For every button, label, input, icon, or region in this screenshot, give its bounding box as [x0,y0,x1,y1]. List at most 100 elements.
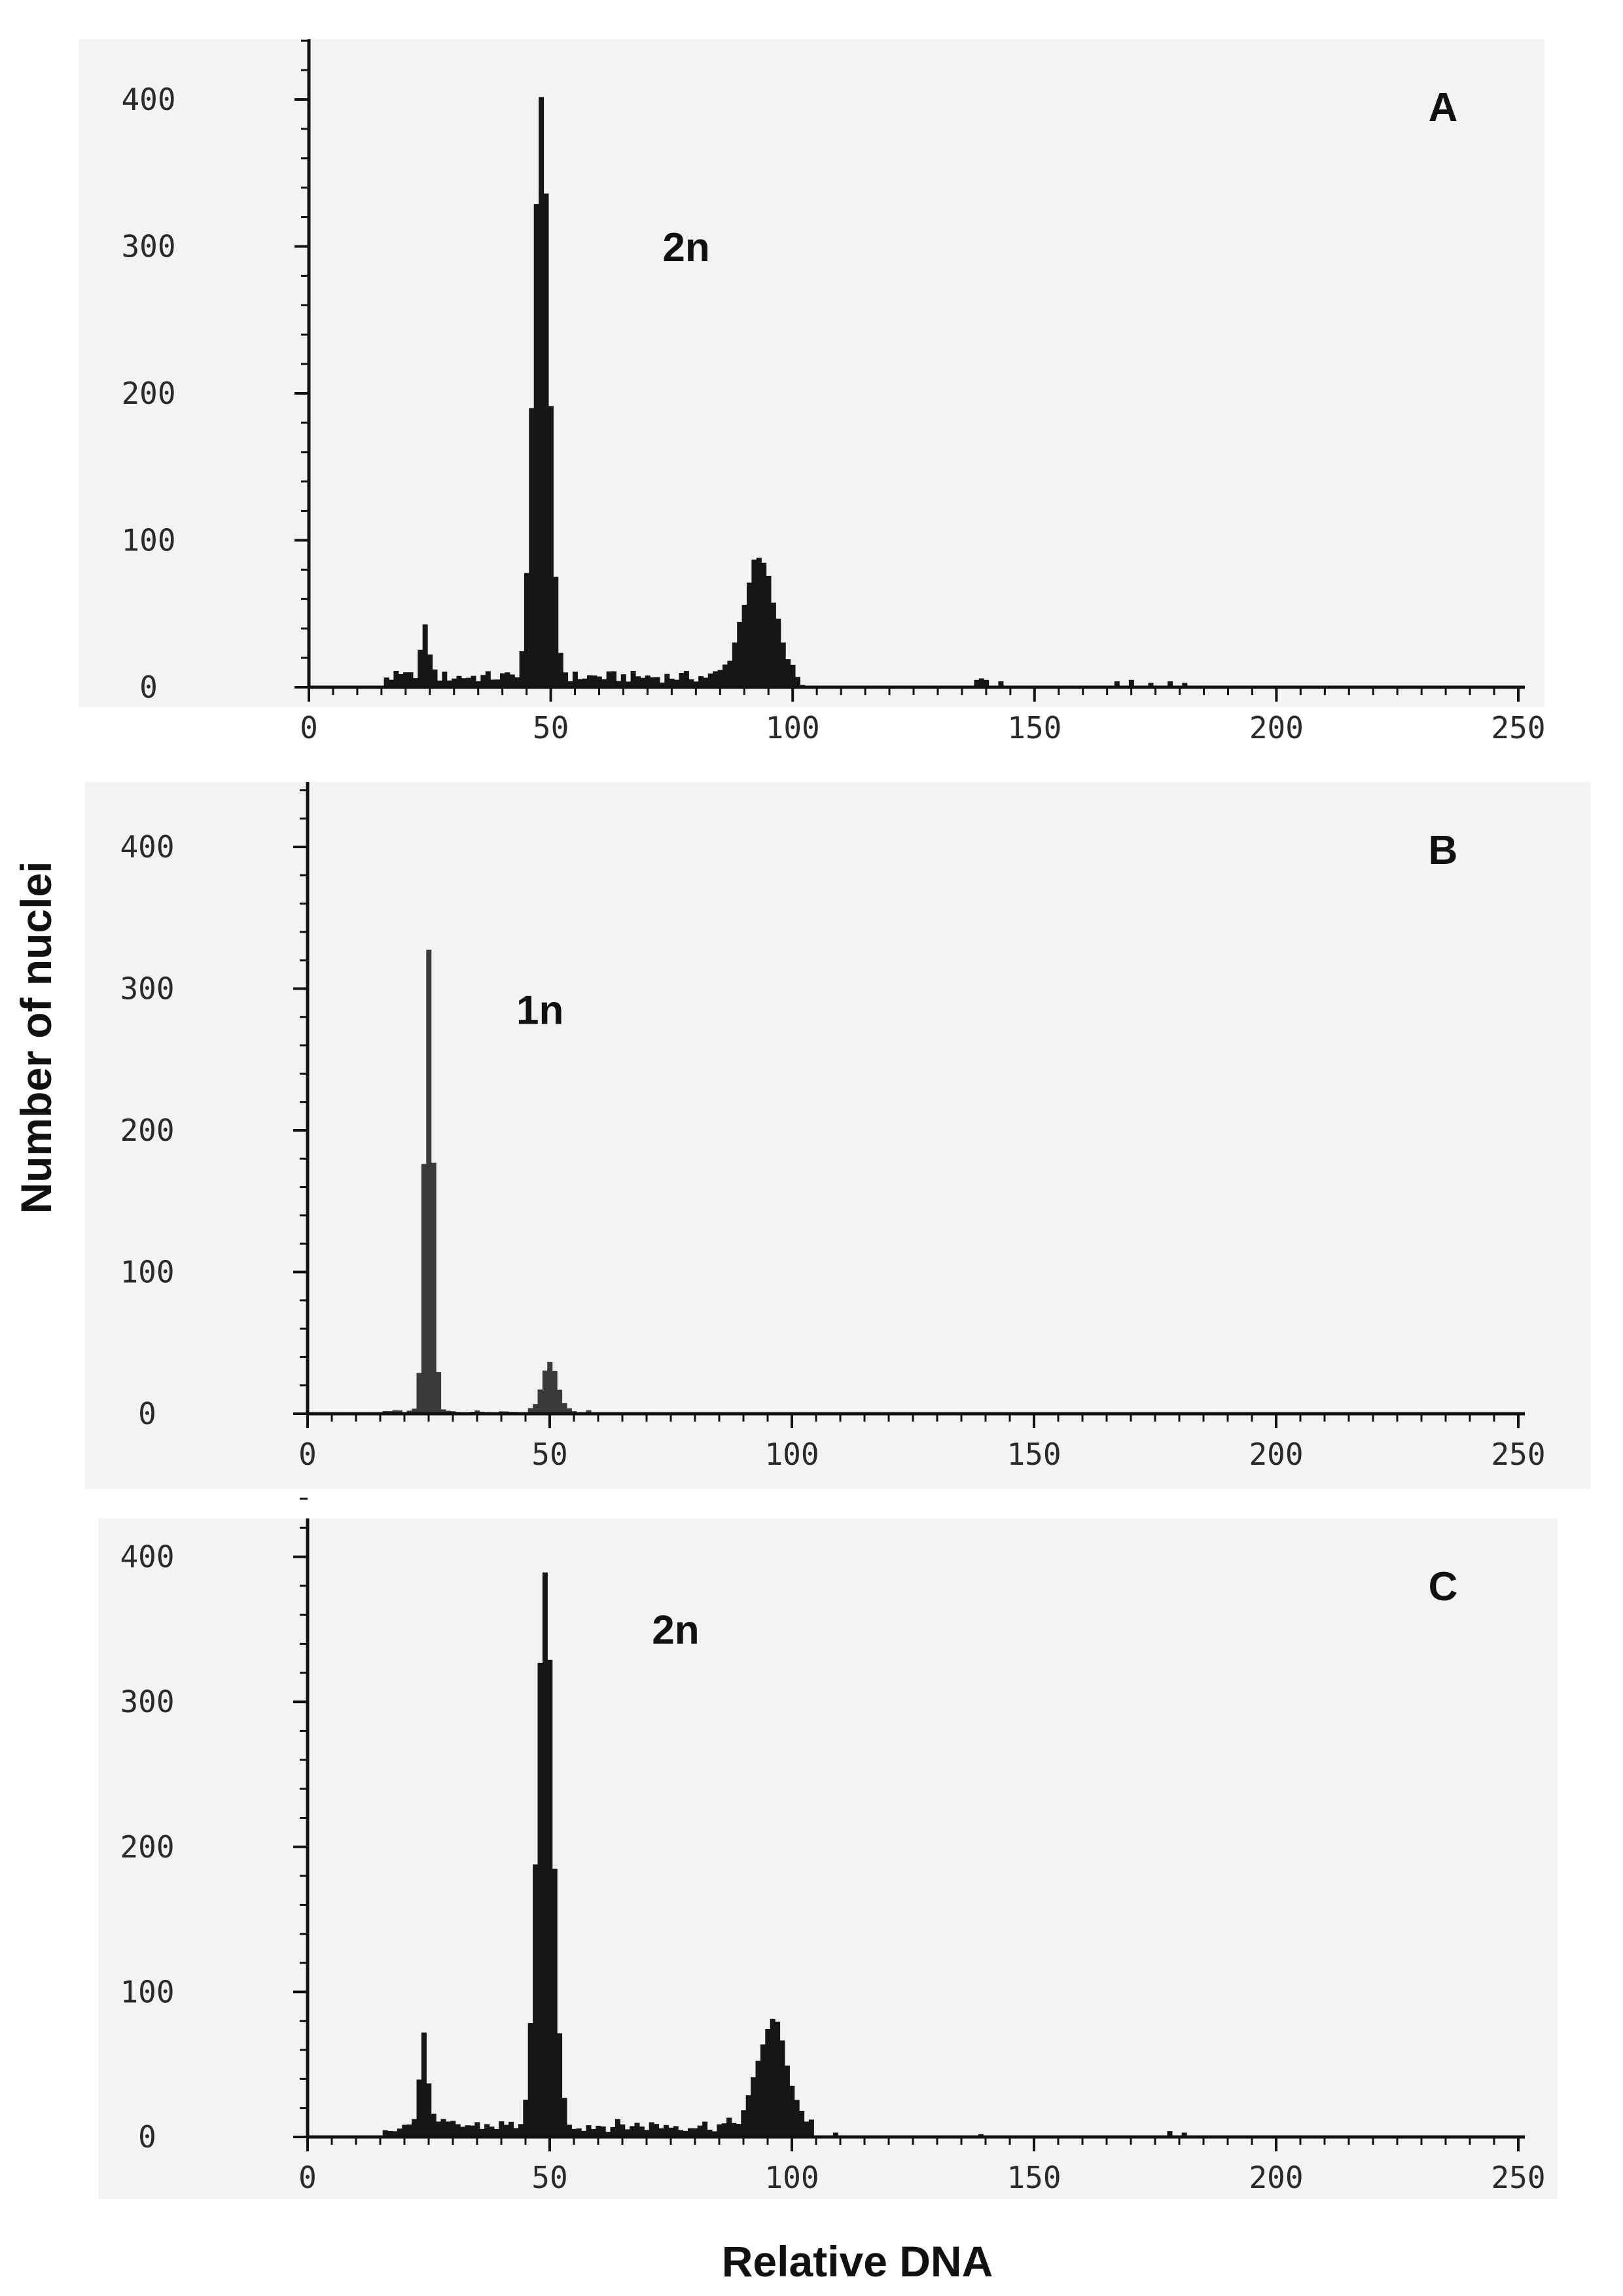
histogram-bar [669,678,675,687]
x-tick-label: 250 [1491,2160,1545,2195]
histogram-bar [558,653,563,687]
histogram-bar [600,2126,606,2137]
histogram-bar [523,2100,529,2137]
histogram-bar [1128,679,1134,687]
histogram-bar [392,1410,398,1414]
x-tick-label: 200 [1249,1437,1303,1472]
histogram-bar [518,2124,524,2137]
histogram-bar [645,675,651,687]
histogram-bar [693,681,699,687]
y-tick-label: 200 [120,1829,174,1865]
histogram-bar [785,659,791,687]
histogram-bar [581,2130,587,2137]
histogram-bar [382,2130,388,2137]
histogram-bar [732,642,738,687]
histogram-bar [442,672,448,687]
histogram-bar [776,619,781,687]
histogram-bar [741,2110,747,2137]
y-tick-label: 100 [121,523,175,558]
histogram-bar [707,2129,713,2137]
histogram-bar [471,675,476,687]
histogram-bar [640,677,646,687]
histogram-bar [582,678,588,687]
y-tick-label: 400 [121,82,175,117]
histogram-bar [485,671,491,687]
histogram-bar [702,2121,708,2137]
histogram-bar [654,2124,660,2137]
histogram-bar [673,2126,679,2137]
histogram-bar [406,2124,412,2137]
histogram-bar [416,2079,422,2137]
histogram-bar [620,674,626,687]
histogram-bar [505,672,510,687]
histogram-bar [635,676,641,687]
histogram-bar [495,679,501,687]
y-tick-label: 0 [138,2119,156,2155]
histogram-bar [794,677,800,687]
histogram-bar [620,2124,626,2137]
histogram-bar [542,1371,548,1414]
histogram-bar [780,642,786,687]
histogram-bar [416,1372,422,1414]
histogram-bar [460,2126,466,2137]
histogram-bar [663,2125,669,2137]
panel-letter: C [1429,1564,1458,1609]
histogram-bar [1168,681,1173,687]
histogram-bar [566,1408,572,1414]
histogram-bar [456,675,462,687]
histogram-bar [422,624,428,687]
x-tick-label: 0 [300,710,318,745]
x-tick-label: 200 [1249,2160,1303,2195]
x-tick-label: 50 [531,2160,567,2195]
histogram-bar [566,2125,572,2137]
histogram-bar [397,2128,402,2137]
x-tick-label: 100 [764,2160,819,2195]
histogram-bar [533,1864,539,2137]
histogram-bar [408,672,414,687]
histogram-bar [542,1572,548,2137]
plot-background [79,39,1544,707]
histogram-bar [741,605,747,687]
ploidy-label: 1n [516,988,563,1033]
histogram-bar [616,681,622,687]
histogram-bar [649,2122,654,2137]
histogram-bar [461,678,467,687]
histogram-bar [650,677,656,687]
histogram-bar [745,2095,751,2137]
histogram-bar [978,678,984,687]
histogram-bar [403,672,409,687]
histogram-bar [533,204,539,687]
histogram-bar [576,2128,582,2137]
histogram-bar [421,1164,427,1414]
histogram-bar [717,670,723,687]
histogram-bar [751,559,757,687]
histogram-bar [1181,2132,1187,2137]
histogram-bar [630,671,636,687]
x-tick-label: 250 [1491,710,1545,745]
histogram-bar [567,681,573,687]
histogram-bar [731,2123,737,2137]
histogram-bar [383,677,389,687]
histogram-bar [751,2077,757,2137]
histogram-bar [571,2128,577,2137]
histogram-bar [664,673,670,687]
y-axis-title: Number of nuclei [12,861,60,1213]
histogram-bar [624,2129,630,2137]
histogram-bar [586,2125,592,2137]
histogram-bar [514,677,520,687]
x-axis-title: Relative DNA [722,2237,993,2286]
histogram-bar [493,2128,499,2137]
histogram-bar [779,2040,785,2137]
histogram-bar [683,671,689,687]
histogram-bar [707,673,713,687]
histogram-bar [747,583,752,687]
histogram-bar [692,2128,698,2137]
histogram-bar [436,1372,442,1414]
y-tick-label: 200 [120,1113,174,1148]
histogram-bar [553,577,559,687]
plot-background [85,782,1590,1489]
histogram-bar [658,2128,664,2137]
histogram-bar [590,2128,596,2137]
histogram-bar [804,2121,810,2137]
